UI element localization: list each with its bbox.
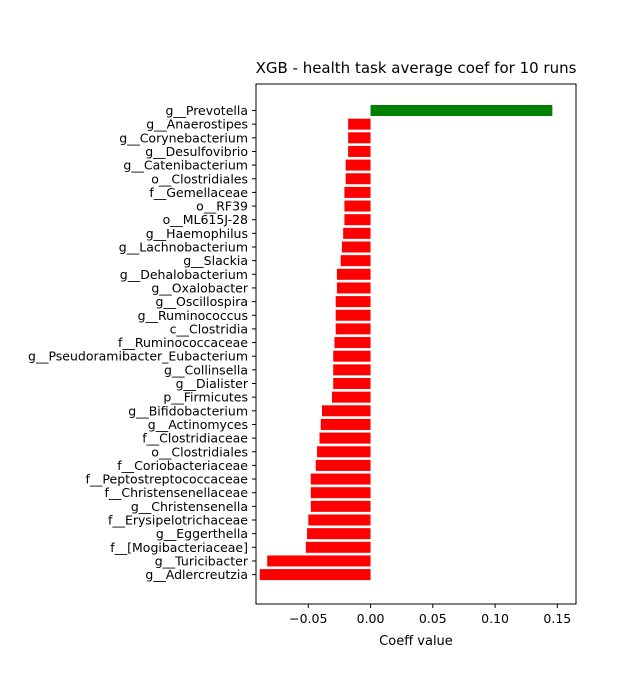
bar-15: [335, 309, 371, 321]
bar-4: [345, 159, 371, 171]
bar-34: [259, 569, 371, 581]
y-tick-label-25: o__Clostridiales: [151, 444, 248, 459]
y-tick-label-17: f__Ruminococcaceae: [118, 335, 248, 350]
y-tick-label-3: g__Desulfovibrio: [145, 144, 248, 159]
x-tick-label-4: 0.15: [543, 611, 571, 626]
y-tick-label-19: g__Collinsella: [164, 362, 248, 377]
y-tick-label-0: g__Prevotella: [165, 103, 248, 118]
y-tick-label-2: g__Corynebacterium: [119, 130, 248, 145]
bar-29: [310, 500, 371, 512]
y-tick-label-28: f__Christensenellaceae: [104, 485, 248, 500]
bar-0: [370, 105, 553, 116]
y-tick-label-22: g__Bifidobacterium: [128, 403, 248, 418]
x-axis-ticks: −0.05 0.00 0.05 0.10 0.15: [289, 604, 571, 626]
bar-20: [333, 378, 371, 389]
bar-28: [310, 487, 371, 499]
bar-25: [317, 446, 371, 458]
y-tick-label-24: f__Clostridiaceae: [142, 431, 248, 446]
y-tick-label-31: g__Eggerthella: [156, 526, 248, 541]
bar-30: [308, 514, 371, 526]
bar-17: [334, 337, 371, 349]
bar-7: [344, 200, 371, 212]
bar-5: [345, 173, 371, 185]
bar-26: [315, 459, 371, 471]
y-tick-label-30: f__Erysipelotrichaceae: [108, 513, 248, 528]
y-tick-label-33: g__Turicibacter: [155, 553, 249, 568]
bar-10: [341, 241, 371, 253]
y-tick-label-1: g__Anaerostipes: [146, 117, 248, 132]
y-tick-label-10: g__Lachnobacterium: [119, 240, 248, 255]
x-tick-label-3: 0.10: [481, 611, 509, 626]
y-tick-label-12: g__Dehalobacterium: [120, 267, 248, 282]
x-axis-label: Coeff value: [379, 634, 453, 649]
bar-3: [348, 145, 371, 157]
y-tick-label-26: f__Coriobacteriaceae: [117, 458, 248, 473]
y-tick-label-29: g__Christensenella: [131, 499, 248, 514]
x-tick-label-2: 0.05: [419, 611, 447, 626]
y-tick-label-14: g__Oscillospira: [156, 294, 248, 309]
bar-1: [348, 118, 371, 130]
bar-18: [333, 350, 371, 362]
y-axis-ticks: g__Prevotellag__Anaerostipesg__Corynebac…: [28, 103, 256, 582]
bars-group: [259, 105, 553, 581]
y-tick-label-5: o__Clostridiales: [151, 171, 248, 186]
bar-31: [307, 528, 371, 540]
y-tick-label-23: g__Actinomyces: [148, 417, 248, 432]
y-tick-label-7: o__RF39: [196, 199, 248, 214]
bar-33: [267, 555, 371, 567]
bar-24: [319, 432, 371, 444]
bar-11: [340, 255, 371, 267]
y-tick-label-18: g__Pseudoramibacter_Eubacterium: [28, 349, 248, 364]
y-tick-label-4: g__Catenibacterium: [123, 158, 248, 173]
y-tick-label-9: g__Haemophilus: [146, 226, 248, 241]
x-tick-label-1: 0.00: [357, 611, 385, 626]
bar-2: [348, 132, 371, 144]
plot-frame: [255, 83, 577, 605]
y-tick-label-16: c__Clostridia: [170, 321, 248, 336]
y-tick-label-21: p__Firmicutes: [163, 390, 248, 405]
bar-8: [344, 214, 371, 226]
bar-22: [321, 405, 371, 417]
bar-14: [335, 296, 371, 308]
bar-6: [344, 186, 371, 198]
x-tick-label-0: −0.05: [289, 611, 327, 626]
bar-19: [333, 364, 371, 376]
bar-32: [305, 541, 371, 553]
bar-16: [335, 323, 371, 335]
y-tick-label-34: g__Adlercreutzia: [145, 567, 248, 582]
bar-12: [336, 268, 371, 280]
y-tick-label-11: g__Slackia: [183, 253, 248, 268]
y-tick-label-15: g__Ruminococcus: [138, 308, 248, 323]
y-tick-label-8: o__ML615J-28: [163, 212, 248, 227]
y-tick-label-6: f__Gemellaceae: [149, 185, 248, 200]
bar-21: [331, 391, 371, 403]
y-tick-label-20: g__Dialister: [176, 376, 249, 391]
bar-23: [320, 418, 371, 430]
bar-13: [336, 282, 371, 294]
bar-9: [343, 227, 371, 239]
chart-title: XGB - health task average coef for 10 ru…: [256, 59, 577, 77]
y-tick-label-32: f__[Mogibacteriaceae]: [110, 540, 248, 555]
y-tick-label-27: f__Peptostreptococcaceae: [86, 472, 249, 487]
y-tick-label-13: g__Oxalobacter: [151, 280, 249, 295]
bar-27: [310, 473, 371, 485]
